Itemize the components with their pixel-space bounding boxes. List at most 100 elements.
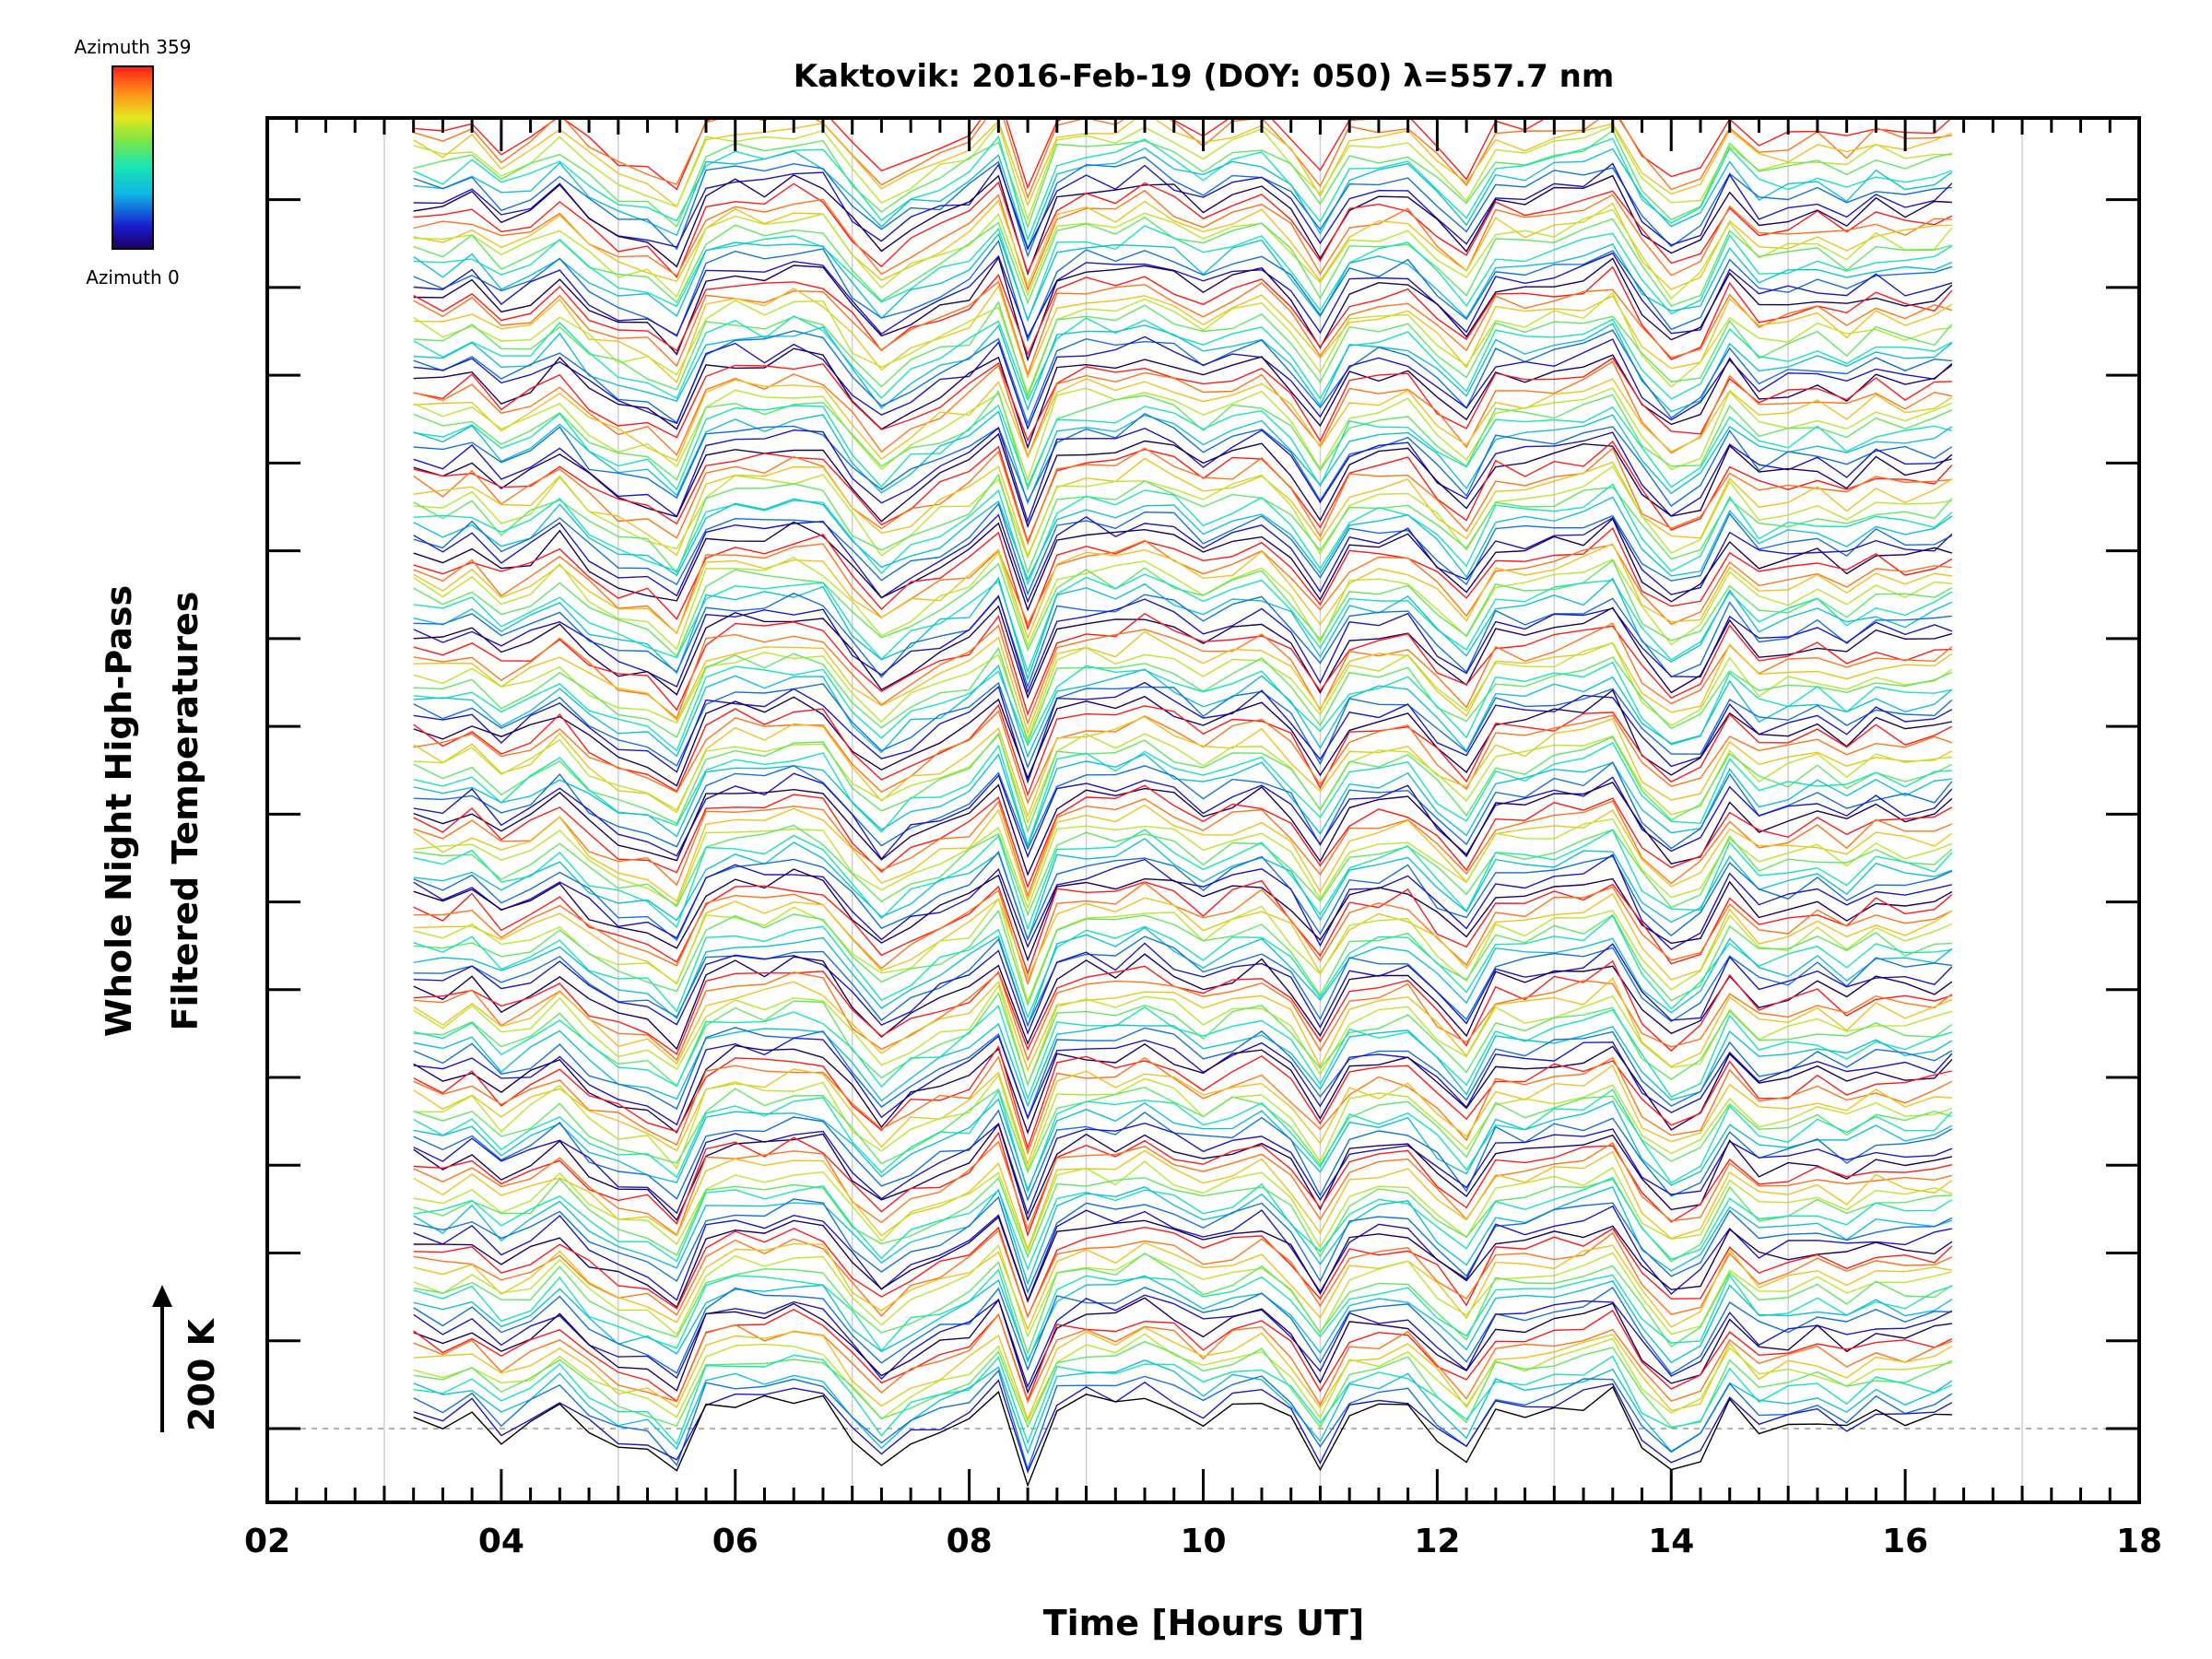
temperature-trace <box>413 559 1953 658</box>
temperature-trace <box>413 122 1952 222</box>
chart-title: Kaktovik: 2016-Feb-19 (DOY: 050) λ=557.7… <box>794 58 1615 95</box>
temperature-trace <box>413 216 1953 307</box>
temperature-trace <box>413 804 1953 903</box>
temperature-trace <box>413 1035 1953 1126</box>
temperature-trace <box>413 232 1953 322</box>
x-tick-label: 14 <box>1648 1523 1694 1560</box>
temperature-trace <box>413 605 1953 700</box>
temperature-trace <box>413 291 1952 395</box>
temperature-trace <box>413 357 1952 442</box>
temperature-trace <box>413 824 1953 917</box>
x-tick-label: 18 <box>2116 1523 2162 1560</box>
temperature-trace <box>413 688 1953 787</box>
scale-arrow-head <box>152 1285 172 1307</box>
temperature-trace <box>413 1160 1953 1253</box>
temperature-trace <box>413 1022 1953 1108</box>
colorbar-bottom-label: Azimuth 0 <box>86 266 180 288</box>
temperature-trace <box>413 1186 1953 1286</box>
temperature-trace <box>413 147 1953 251</box>
temperature-trace <box>413 118 1953 191</box>
temperature-trace <box>413 897 1953 1004</box>
temperature-trace <box>413 1086 1953 1174</box>
x-tick-label: 16 <box>1882 1523 1928 1560</box>
temperature-trace <box>413 410 1953 506</box>
temperature-trace <box>413 664 1953 759</box>
temperature-trace <box>413 1042 1953 1135</box>
temperature-trace <box>413 156 1952 258</box>
y-axis-label-line2: Filtered Temperatures <box>165 592 206 1031</box>
temperature-trace <box>413 914 1952 1019</box>
temperature-trace <box>413 1027 1953 1120</box>
scale-indicator: 200 K <box>152 1285 222 1432</box>
temperature-trace <box>413 953 1953 1051</box>
temperature-trace <box>413 1252 1953 1356</box>
y-axis-label-line1: Whole Night High-Pass <box>99 585 139 1037</box>
temperature-trace <box>413 265 1953 360</box>
temperature-trace <box>413 1176 1953 1271</box>
temperature-trace <box>413 447 1952 546</box>
temperature-trace <box>413 1140 1953 1237</box>
temperature-trace <box>413 551 1952 651</box>
temperature-trace <box>413 772 1953 861</box>
temperature-trace <box>413 347 1953 450</box>
temperature-trace <box>413 1074 1953 1171</box>
temperature-trace <box>413 1109 1953 1202</box>
temperature-trace <box>413 483 1953 586</box>
temperature-trace <box>413 526 1953 631</box>
temperature-trace <box>413 465 1952 559</box>
temperature-trace <box>413 573 1953 674</box>
temperature-trace <box>413 630 1953 735</box>
temperature-trace <box>413 129 1953 229</box>
temperature-trace <box>413 1205 1953 1303</box>
temperature-trace <box>413 761 1953 851</box>
temperature-trace <box>413 646 1953 745</box>
temperature-trace <box>413 329 1952 426</box>
temperature-trace <box>413 255 1953 362</box>
temperature-trace <box>413 300 1953 399</box>
temperature-trace <box>413 135 1953 241</box>
x-axis-label: Time [Hours UT] <box>1043 1603 1365 1643</box>
temperature-trace <box>413 1369 1953 1472</box>
temperature-trace <box>413 543 1953 641</box>
temperature-trace <box>413 390 1953 491</box>
temperature-trace <box>413 935 1952 1028</box>
temperature-trace <box>413 1149 1953 1252</box>
temperature-trace <box>413 502 1953 596</box>
x-tick-label: 06 <box>712 1523 759 1560</box>
temperature-trace <box>413 1309 1953 1403</box>
temperature-trace <box>413 851 1953 942</box>
temperature-trace <box>413 710 1953 805</box>
x-tick-label: 10 <box>1180 1523 1226 1560</box>
temperature-trace <box>413 189 1952 292</box>
temperature-trace <box>413 1088 1953 1194</box>
temperature-trace <box>413 1177 1952 1263</box>
temperature-trace <box>413 1195 1953 1295</box>
temperature-trace <box>413 378 1953 462</box>
temperature-trace <box>413 1333 1953 1423</box>
temperature-trace <box>413 592 1952 688</box>
temperature-trace <box>413 162 1953 252</box>
temperature-trace <box>413 1268 1953 1364</box>
temperature-trace <box>413 473 1953 575</box>
temperature-trace <box>413 432 1953 529</box>
temperature-trace <box>413 1243 1953 1338</box>
temperature-trace <box>413 280 1953 377</box>
temperature-trace <box>413 1044 1953 1150</box>
temperature-trace <box>413 513 1953 604</box>
temperature-trace <box>413 1385 1952 1488</box>
temperature-trace <box>413 252 1953 339</box>
temperature-trace <box>413 1241 1953 1332</box>
temperature-trace <box>413 457 1953 558</box>
temperature-trace <box>413 1312 1953 1406</box>
temperature-trace <box>413 798 1953 898</box>
temperature-trace <box>413 1216 1953 1309</box>
temperature-trace <box>413 1354 1953 1445</box>
scale-label: 200 K <box>182 1317 222 1431</box>
temperature-trace <box>413 881 1953 986</box>
temperature-trace <box>413 1098 1953 1192</box>
temperature-trace <box>413 1005 1953 1101</box>
x-tick-label: 08 <box>947 1523 993 1560</box>
temperature-trace <box>413 983 1953 1088</box>
temperature-trace <box>413 909 1952 1007</box>
